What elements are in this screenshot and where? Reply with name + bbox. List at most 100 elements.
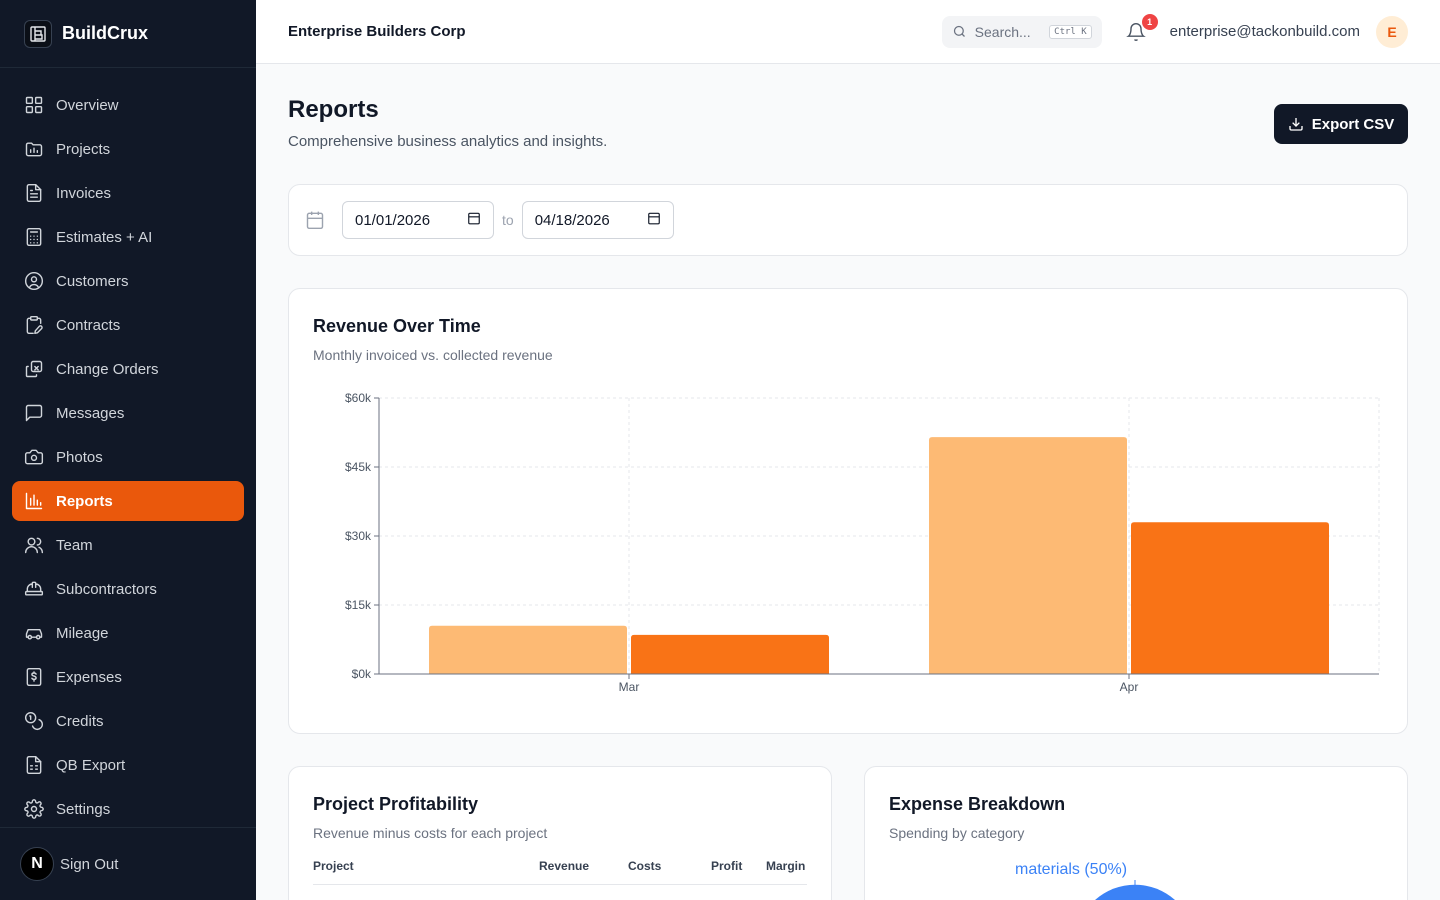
column-header-costs[interactable]: Costs — [628, 859, 662, 873]
file-text-icon — [24, 183, 44, 203]
calendar-picker-icon[interactable] — [647, 211, 661, 229]
revenue-chart-title: Revenue Over Time — [313, 316, 481, 336]
sidebar-item-messages[interactable]: Messages — [12, 393, 244, 433]
pie-slice-label: materials (50%) — [1015, 861, 1128, 878]
sidebar-item-label: Photos — [56, 448, 103, 466]
y-tick-label: $30k — [345, 529, 372, 543]
bar-chart-icon — [24, 491, 44, 511]
y-tick-label: $45k — [345, 460, 372, 474]
end-date-input[interactable]: 04/18/2026 — [521, 201, 674, 239]
project-profitability-card: Project Profitability Revenue minus cost… — [288, 766, 832, 900]
bell-icon — [1125, 22, 1146, 41]
folder-icon — [24, 139, 44, 159]
sidebar-item-photos[interactable]: Photos — [12, 437, 244, 477]
car-icon — [24, 623, 44, 643]
header-actions: Search... Ctrl K 1 enterprise@tackonbuil… — [941, 13, 1408, 48]
end-date-value: 04/18/2026 — [534, 211, 610, 229]
coins-icon — [24, 711, 44, 731]
sidebar-item-label: Settings — [56, 800, 111, 818]
sidebar-item-overview[interactable]: Overview — [12, 85, 244, 125]
camera-icon — [24, 447, 44, 467]
column-header-project[interactable]: Project — [313, 859, 354, 873]
sidebar-item-label: Estimates + AI — [56, 228, 153, 246]
notification-badge: 1 — [1141, 13, 1158, 30]
expense-breakdown-card: Expense Breakdown Spending by category m… — [864, 766, 1408, 900]
sidebar-item-estimates-ai[interactable]: Estimates + AI — [12, 217, 244, 257]
search-input[interactable]: Search... Ctrl K — [941, 15, 1102, 48]
sidebar-item-label: Mileage — [56, 624, 109, 642]
sidebar-item-customers[interactable]: Customers — [12, 261, 244, 301]
column-header-profit[interactable]: Profit — [711, 859, 743, 873]
column-header-margin[interactable]: Margin — [766, 859, 806, 873]
sidebar-item-label: Reports — [56, 492, 113, 510]
gear-icon — [24, 799, 44, 819]
sidebar-item-reports[interactable]: Reports — [12, 481, 244, 521]
expense-breakdown-title: Expense Breakdown — [889, 794, 1066, 814]
sidebar-item-invoices[interactable]: Invoices — [12, 173, 244, 213]
bar-apr-series-2 — [1131, 522, 1329, 674]
page-title: Reports — [288, 96, 379, 123]
bar-mar-series-1 — [429, 625, 627, 674]
file-spreadsheet-icon — [24, 755, 44, 775]
sidebar-item-label: Projects — [56, 140, 111, 158]
layout-grid-icon — [24, 95, 44, 115]
sidebar: BuildCrux Overview Projects Invoices Estima… — [0, 0, 256, 900]
brand[interactable]: BuildCrux — [0, 0, 256, 68]
receipt-icon — [24, 667, 44, 687]
profitability-title: Project Profitability — [313, 794, 479, 814]
calculator-icon — [24, 227, 44, 247]
sidebar-item-subcontractors[interactable]: Subcontractors — [12, 569, 244, 609]
calendar-icon — [305, 210, 325, 230]
date-range-separator: to — [502, 212, 514, 228]
sidebar-item-qb-export[interactable]: QB Export — [12, 745, 244, 785]
sidebar-item-label: Contracts — [56, 316, 121, 334]
sidebar-footer: N Sign Out — [0, 827, 256, 900]
page-subtitle: Comprehensive business analytics and ins… — [288, 133, 608, 150]
sidebar-item-settings[interactable]: Settings — [12, 789, 244, 829]
company-name: Enterprise Builders Corp — [288, 23, 466, 40]
avatar[interactable]: E — [1376, 15, 1408, 48]
y-tick-label: $15k — [345, 598, 372, 612]
expense-breakdown-subtitle: Spending by category — [889, 825, 1025, 841]
user-circle-icon — [24, 271, 44, 291]
sign-out-button[interactable]: Sign Out — [60, 855, 119, 873]
start-date-input[interactable]: 01/01/2026 — [342, 201, 494, 239]
export-csv-button[interactable]: Export CSV — [1274, 104, 1408, 144]
download-icon — [1289, 118, 1303, 131]
x-tick-label: Mar — [619, 680, 640, 694]
profitability-table-header: Project Revenue Costs Profit Margin — [313, 859, 807, 885]
search-icon — [953, 25, 965, 37]
sidebar-item-label: Overview — [56, 96, 119, 114]
user-email: enterprise@tackonbuild.com — [1169, 23, 1360, 40]
message-square-icon — [24, 403, 44, 423]
sidebar-item-change-orders[interactable]: Change Orders — [12, 349, 244, 389]
column-header-revenue[interactable]: Revenue — [539, 859, 590, 873]
sidebar-item-label: Invoices — [56, 184, 112, 202]
sidebar-item-contracts[interactable]: Contracts — [12, 305, 244, 345]
clipboard-pen-icon — [24, 315, 44, 335]
calendar-picker-icon[interactable] — [467, 211, 481, 229]
sidebar-item-label: Subcontractors — [56, 580, 157, 598]
revenue-chart: Mar Apr $0k $15k $30k $45k $60k — [345, 391, 1380, 694]
expense-pie-chart — [1095, 880, 1175, 900]
sidebar-item-mileage[interactable]: Mileage — [12, 613, 244, 653]
sidebar-item-projects[interactable]: Projects — [12, 129, 244, 169]
export-csv-label: Export CSV — [1311, 115, 1395, 133]
notifications-button[interactable]: 1 — [1125, 13, 1158, 42]
date-range-filter: 01/01/2026 to 04/18/2026 — [288, 184, 1408, 256]
sidebar-item-label: QB Export — [56, 756, 126, 774]
users-icon — [24, 535, 44, 555]
hard-hat-icon — [24, 579, 44, 599]
search-placeholder: Search... — [974, 23, 1031, 40]
framework-badge-icon: N — [20, 847, 54, 881]
profitability-subtitle: Revenue minus costs for each project — [313, 825, 548, 841]
search-shortcut: Ctrl K — [1049, 24, 1092, 39]
sidebar-item-label: Expenses — [56, 668, 122, 686]
sidebar-item-team[interactable]: Team — [12, 525, 244, 565]
sidebar-item-label: Team — [56, 536, 93, 554]
pie-slice-materials[interactable] — [1095, 884, 1175, 900]
sidebar-item-expenses[interactable]: Expenses — [12, 657, 244, 697]
start-date-value: 01/01/2026 — [355, 211, 431, 229]
copy-icon — [24, 359, 44, 379]
sidebar-item-credits[interactable]: Credits — [12, 701, 244, 741]
